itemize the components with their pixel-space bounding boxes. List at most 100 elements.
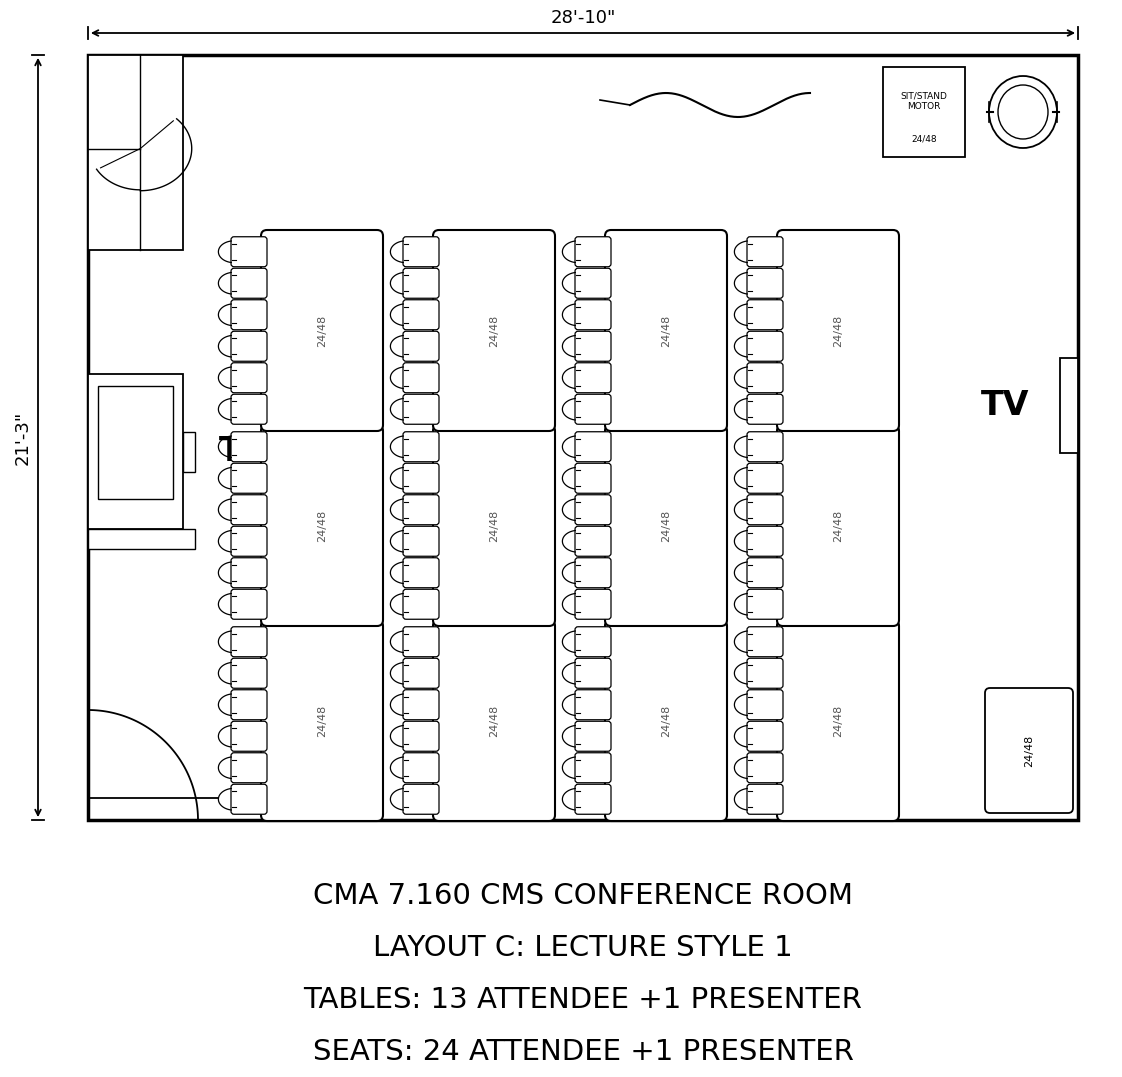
FancyBboxPatch shape [261, 230, 383, 431]
Text: 24/48: 24/48 [489, 704, 499, 737]
Text: 21'-3": 21'-3" [13, 410, 33, 464]
FancyBboxPatch shape [747, 558, 783, 588]
FancyBboxPatch shape [747, 363, 783, 393]
FancyBboxPatch shape [574, 527, 611, 556]
Text: 28'-10": 28'-10" [550, 9, 616, 27]
FancyBboxPatch shape [747, 527, 783, 556]
FancyBboxPatch shape [403, 363, 439, 393]
FancyBboxPatch shape [574, 268, 611, 298]
FancyBboxPatch shape [574, 363, 611, 393]
FancyBboxPatch shape [403, 332, 439, 361]
Ellipse shape [997, 85, 1048, 139]
Bar [183, 432, 195, 472]
FancyBboxPatch shape [403, 527, 439, 556]
FancyBboxPatch shape [574, 722, 611, 752]
FancyBboxPatch shape [403, 627, 439, 657]
Text: SEATS: 24 ATTENDEE +1 PRESENTER: SEATS: 24 ATTENDEE +1 PRESENTER [313, 1038, 854, 1066]
Text: 24/48: 24/48 [489, 509, 499, 542]
FancyBboxPatch shape [574, 237, 611, 267]
Text: LAYOUT C: LECTURE STYLE 1: LAYOUT C: LECTURE STYLE 1 [374, 934, 793, 962]
FancyBboxPatch shape [403, 722, 439, 752]
Bar [88, 529, 195, 549]
Text: 24/48: 24/48 [318, 509, 327, 542]
Text: SIT/STAND
MOTOR: SIT/STAND MOTOR [901, 92, 947, 111]
FancyBboxPatch shape [403, 432, 439, 462]
Text: 24/48: 24/48 [1024, 735, 1034, 767]
FancyBboxPatch shape [574, 589, 611, 619]
Text: TV: TV [219, 435, 267, 468]
FancyBboxPatch shape [747, 589, 783, 619]
FancyBboxPatch shape [605, 620, 727, 821]
FancyBboxPatch shape [574, 494, 611, 524]
FancyBboxPatch shape [231, 394, 267, 424]
FancyBboxPatch shape [605, 230, 727, 431]
FancyBboxPatch shape [231, 299, 267, 330]
FancyBboxPatch shape [747, 299, 783, 330]
Bar [88, 55, 1078, 820]
FancyBboxPatch shape [574, 558, 611, 588]
FancyBboxPatch shape [403, 689, 439, 719]
FancyBboxPatch shape [605, 425, 727, 626]
FancyBboxPatch shape [747, 627, 783, 657]
FancyBboxPatch shape [231, 784, 267, 814]
FancyBboxPatch shape [231, 658, 267, 688]
Text: 24/48: 24/48 [489, 314, 499, 347]
FancyBboxPatch shape [403, 237, 439, 267]
FancyBboxPatch shape [574, 299, 611, 330]
Text: 24/48: 24/48 [833, 509, 843, 542]
FancyBboxPatch shape [231, 689, 267, 719]
FancyBboxPatch shape [574, 689, 611, 719]
FancyBboxPatch shape [574, 753, 611, 783]
FancyBboxPatch shape [747, 394, 783, 424]
Text: TV: TV [981, 389, 1029, 422]
FancyBboxPatch shape [231, 268, 267, 298]
FancyBboxPatch shape [747, 463, 783, 493]
FancyBboxPatch shape [747, 237, 783, 267]
FancyBboxPatch shape [574, 394, 611, 424]
FancyBboxPatch shape [231, 527, 267, 556]
FancyBboxPatch shape [747, 722, 783, 752]
FancyBboxPatch shape [574, 658, 611, 688]
Text: 24/48: 24/48 [318, 704, 327, 737]
FancyBboxPatch shape [778, 230, 899, 431]
FancyBboxPatch shape [985, 688, 1073, 813]
Text: CMA 7.160 CMS CONFERENCE ROOM: CMA 7.160 CMS CONFERENCE ROOM [313, 882, 853, 910]
FancyBboxPatch shape [403, 463, 439, 493]
FancyBboxPatch shape [747, 494, 783, 524]
FancyBboxPatch shape [403, 753, 439, 783]
FancyBboxPatch shape [403, 299, 439, 330]
Text: TABLES: 13 ATTENDEE +1 PRESENTER: TABLES: 13 ATTENDEE +1 PRESENTER [304, 987, 863, 1015]
FancyBboxPatch shape [231, 237, 267, 267]
Text: 24/48: 24/48 [661, 509, 671, 542]
FancyBboxPatch shape [231, 627, 267, 657]
FancyBboxPatch shape [231, 753, 267, 783]
Bar [883, 67, 965, 157]
FancyBboxPatch shape [433, 230, 555, 431]
FancyBboxPatch shape [747, 432, 783, 462]
FancyBboxPatch shape [403, 784, 439, 814]
FancyBboxPatch shape [403, 394, 439, 424]
FancyBboxPatch shape [231, 558, 267, 588]
FancyBboxPatch shape [574, 432, 611, 462]
FancyBboxPatch shape [231, 722, 267, 752]
FancyBboxPatch shape [778, 620, 899, 821]
Text: 24/48: 24/48 [661, 314, 671, 347]
FancyBboxPatch shape [747, 332, 783, 361]
FancyBboxPatch shape [231, 463, 267, 493]
FancyBboxPatch shape [261, 620, 383, 821]
FancyBboxPatch shape [403, 658, 439, 688]
FancyBboxPatch shape [231, 494, 267, 524]
FancyBboxPatch shape [747, 658, 783, 688]
Bar [98, 387, 173, 500]
FancyBboxPatch shape [403, 494, 439, 524]
FancyBboxPatch shape [747, 689, 783, 719]
FancyBboxPatch shape [231, 589, 267, 619]
FancyBboxPatch shape [778, 425, 899, 626]
Text: 24/48: 24/48 [833, 704, 843, 737]
FancyBboxPatch shape [747, 753, 783, 783]
Text: 24/48: 24/48 [911, 135, 937, 143]
FancyBboxPatch shape [403, 589, 439, 619]
Ellipse shape [988, 76, 1057, 148]
FancyBboxPatch shape [747, 268, 783, 298]
Text: 24/48: 24/48 [318, 314, 327, 347]
